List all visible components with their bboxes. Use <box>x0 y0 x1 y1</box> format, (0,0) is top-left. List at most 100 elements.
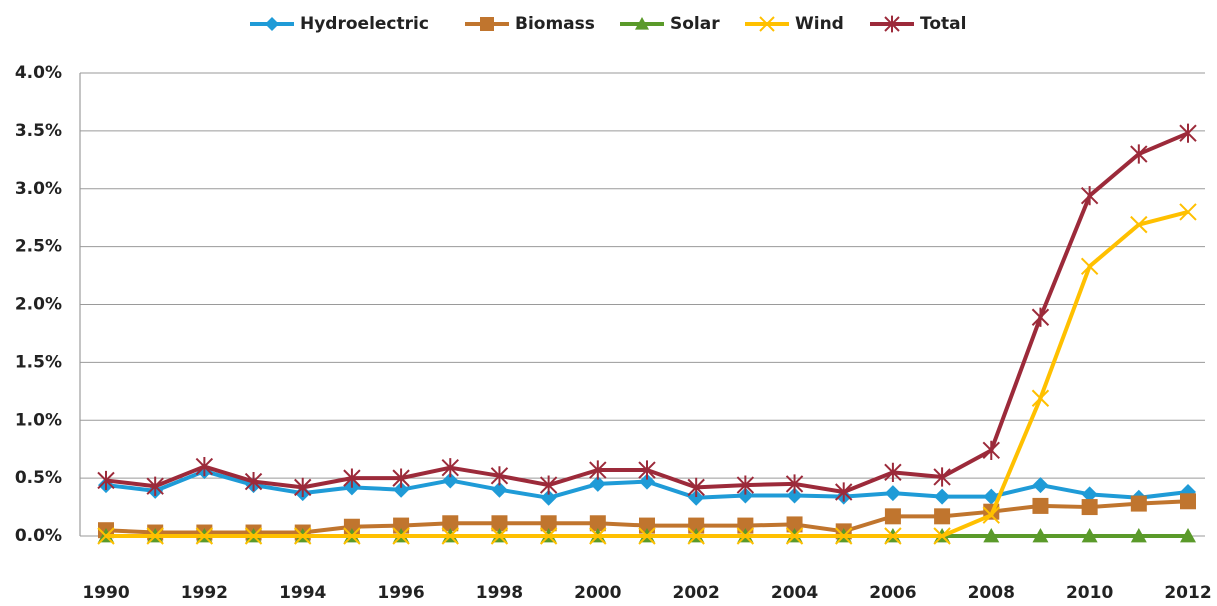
marker <box>1032 477 1049 494</box>
marker <box>491 481 508 498</box>
marker <box>1080 257 1099 276</box>
x-tick-label: 1994 <box>279 583 326 603</box>
marker <box>1130 528 1147 543</box>
marker <box>688 489 705 506</box>
marker <box>589 515 606 532</box>
y-tick-label: 2.0% <box>15 295 62 315</box>
marker <box>934 508 951 525</box>
marker <box>1180 493 1196 510</box>
marker <box>1130 144 1148 164</box>
x-tick-label: 1998 <box>476 583 523 603</box>
marker <box>480 17 494 31</box>
x-tick-label: 2010 <box>1066 583 1113 603</box>
marker <box>759 16 775 32</box>
y-tick-label: 3.5% <box>15 121 62 141</box>
marker <box>983 528 1000 543</box>
y-tick-label: 0.0% <box>15 526 62 546</box>
marker <box>539 527 558 545</box>
marker <box>934 488 951 505</box>
marker <box>786 487 803 504</box>
x-tick-label: 1992 <box>181 583 228 603</box>
marker <box>884 485 901 502</box>
marker <box>737 517 754 534</box>
marker <box>638 527 656 545</box>
marker <box>146 476 164 496</box>
marker <box>441 458 459 478</box>
marker <box>393 517 410 534</box>
marker <box>146 527 164 545</box>
marker <box>1179 123 1197 143</box>
marker <box>785 527 804 545</box>
marker <box>1032 528 1049 543</box>
marker <box>737 487 754 504</box>
marker <box>491 515 508 532</box>
marker <box>1130 495 1147 512</box>
marker <box>687 527 705 545</box>
y-tick-label: 3.0% <box>15 179 62 199</box>
marker <box>490 466 509 486</box>
marker <box>933 467 951 487</box>
marker <box>884 508 901 525</box>
marker <box>786 516 803 533</box>
marker <box>1080 186 1099 206</box>
legend-label: Hydroelectric <box>300 14 429 34</box>
marker <box>294 527 312 545</box>
marker <box>982 506 1000 524</box>
marker <box>589 460 607 480</box>
marker <box>589 527 607 545</box>
marker <box>97 527 115 545</box>
marker <box>639 473 655 490</box>
marker <box>1032 497 1049 514</box>
legend-label: Wind <box>795 14 844 34</box>
x-tick-label: 2006 <box>869 583 916 603</box>
legend-label: Total <box>920 14 966 34</box>
marker <box>835 482 853 502</box>
marker <box>195 456 214 477</box>
marker <box>540 489 557 506</box>
marker <box>442 515 459 532</box>
x-tick-label: 2002 <box>673 583 720 603</box>
legend-label: Solar <box>670 14 720 34</box>
marker <box>441 527 459 545</box>
marker <box>393 481 410 498</box>
marker <box>635 17 649 30</box>
x-tick-label: 2004 <box>771 583 818 603</box>
marker <box>589 475 606 492</box>
marker <box>539 475 558 495</box>
x-tick-label: 1996 <box>377 583 424 603</box>
marker <box>540 515 557 532</box>
y-tick-label: 0.5% <box>15 468 62 488</box>
marker <box>1180 528 1196 543</box>
marker <box>687 477 705 497</box>
marker <box>392 527 410 545</box>
marker <box>1130 215 1148 234</box>
marker <box>835 527 853 545</box>
marker <box>265 17 279 31</box>
marker <box>1031 307 1050 327</box>
x-tick-label: 2012 <box>1164 583 1211 603</box>
marker <box>982 440 1000 460</box>
marker <box>392 468 410 488</box>
marker <box>933 527 951 545</box>
marker <box>294 477 312 497</box>
marker <box>1081 528 1098 543</box>
x-tick-label: 2008 <box>968 583 1015 603</box>
y-tick-label: 1.0% <box>15 410 62 430</box>
marker <box>343 527 361 545</box>
marker <box>736 527 755 545</box>
marker <box>639 517 655 534</box>
marker <box>97 470 115 491</box>
marker <box>1081 499 1098 516</box>
x-tick-label: 1990 <box>82 583 129 603</box>
legend-label: Biomass <box>515 14 595 34</box>
marker <box>244 527 263 545</box>
marker <box>884 15 900 33</box>
marker <box>736 475 755 495</box>
marker <box>785 474 804 494</box>
marker <box>490 527 509 545</box>
y-tick-label: 4.0% <box>15 63 62 83</box>
y-tick-label: 1.5% <box>15 352 62 372</box>
y-tick-label: 2.5% <box>15 237 62 257</box>
marker <box>244 471 263 492</box>
